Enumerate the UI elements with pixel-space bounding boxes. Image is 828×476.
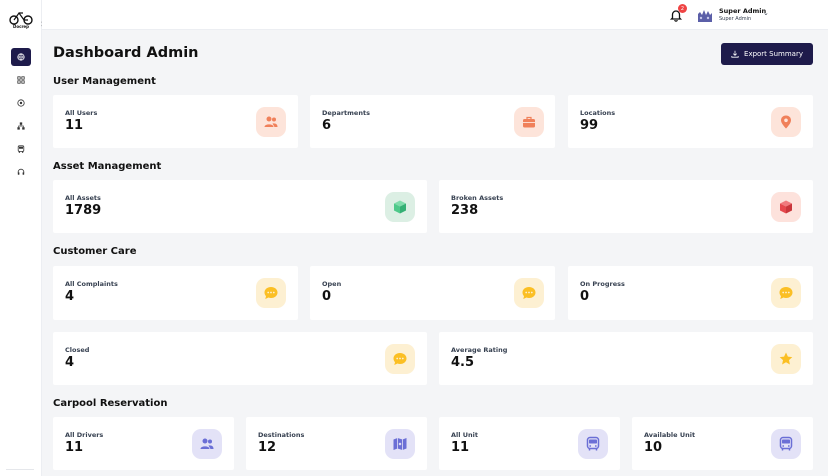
bell-icon[interactable]: [669, 8, 683, 22]
card-value: 99: [580, 118, 599, 133]
card-value: 4: [65, 289, 75, 304]
logo-icon: [9, 11, 33, 25]
card-label: All Drivers: [65, 431, 104, 439]
card-value: 11: [65, 118, 84, 133]
section-title-user-management: User Management: [53, 76, 156, 87]
page-title: Dashboard Admin: [53, 45, 199, 61]
stat-card-broken-assets[interactable]: Broken Assets 238: [439, 180, 813, 233]
users-icon: [256, 107, 286, 137]
nav-grid[interactable]: [11, 71, 31, 89]
export-summary-label: Export Summary: [744, 50, 803, 58]
card-label: All Assets: [65, 194, 101, 202]
nav-target[interactable]: [11, 94, 31, 112]
card-value: 10: [644, 440, 663, 455]
card-label: On Progress: [580, 280, 625, 288]
chat-icon: [385, 344, 415, 374]
stat-card-closed[interactable]: Closed 4: [53, 332, 427, 385]
bus-icon: [578, 429, 608, 459]
nav-support[interactable]: [11, 163, 31, 181]
stat-card-on-progress[interactable]: On Progress 0: [568, 266, 813, 320]
card-value: 11: [65, 440, 84, 455]
cube-icon: [771, 192, 801, 222]
card-label: Locations: [580, 109, 616, 117]
stat-card-all-assets[interactable]: All Assets 1789: [53, 180, 427, 233]
stat-card-all-unit[interactable]: All Unit 11: [439, 417, 620, 470]
avatar[interactable]: [697, 7, 713, 23]
section-title-carpool: Carpool Reservation: [53, 398, 168, 409]
stat-card-average-rating[interactable]: Average Rating 4.5: [439, 332, 813, 385]
notification-badge: 2: [678, 4, 687, 13]
card-label: Average Rating: [451, 346, 508, 354]
card-value: 12: [258, 440, 277, 455]
stat-card-open[interactable]: Open 0: [310, 266, 555, 320]
card-label: Available Unit: [644, 431, 696, 439]
download-icon: [731, 50, 739, 58]
stat-card-all-complaints[interactable]: All Complaints 4: [53, 266, 298, 320]
user-name[interactable]: Super Admin: [719, 7, 767, 15]
card-value: 6: [322, 118, 332, 133]
sidebar-divider: [6, 469, 34, 470]
hierarchy-icon: [17, 122, 25, 130]
cube-icon: [385, 192, 415, 222]
card-value: 11: [451, 440, 470, 455]
card-label: Broken Assets: [451, 194, 504, 202]
stat-card-all-drivers[interactable]: All Drivers 11: [53, 417, 234, 470]
card-value: 4: [65, 355, 75, 370]
stat-card-destinations[interactable]: Destinations 12: [246, 417, 427, 470]
headset-icon: [17, 168, 25, 175]
map-icon: [385, 429, 415, 459]
user-role: Super Admin: [719, 16, 752, 22]
logo-text: Docrep: [13, 24, 29, 29]
card-value: 0: [322, 289, 332, 304]
stat-card-locations[interactable]: Locations 99: [568, 95, 813, 148]
stat-card-all-users[interactable]: All Users 11: [53, 95, 298, 148]
section-title-asset-management: Asset Management: [53, 161, 162, 172]
card-label: Open: [322, 280, 342, 288]
card-label: Closed: [65, 346, 90, 354]
location-pin-icon: [771, 107, 801, 137]
nav-dashboard[interactable]: [11, 48, 31, 66]
chat-icon: [771, 278, 801, 308]
star-icon: [771, 344, 801, 374]
briefcase-icon: [514, 107, 544, 137]
card-label: Destinations: [258, 431, 305, 439]
nav-org[interactable]: [11, 117, 31, 135]
section-title-customer-care: Customer Care: [53, 246, 137, 257]
globe-icon: [17, 53, 25, 61]
chat-icon: [514, 278, 544, 308]
target-icon: [17, 99, 25, 107]
bus-icon: [17, 145, 25, 153]
users-icon: [192, 429, 222, 459]
card-label: All Unit: [451, 431, 478, 439]
card-value: 238: [451, 203, 479, 218]
grid-icon: [17, 76, 25, 84]
sidebar-nav: [0, 48, 42, 186]
card-value: 1789: [65, 203, 102, 218]
sidebar: Docrep: [0, 0, 42, 476]
stat-card-departments[interactable]: Departments 6: [310, 95, 555, 148]
nav-carpool[interactable]: [11, 140, 31, 158]
export-summary-button[interactable]: Export Summary: [721, 43, 813, 65]
bus-icon: [771, 429, 801, 459]
card-value: 0: [580, 289, 590, 304]
card-label: Departments: [322, 109, 370, 117]
card-value: 4.5: [451, 355, 475, 370]
card-label: All Users: [65, 109, 98, 117]
stat-card-available-unit[interactable]: Available Unit 10: [632, 417, 813, 470]
chevron-down-icon[interactable]: ⌄: [763, 9, 769, 17]
card-label: All Complaints: [65, 280, 118, 288]
chat-icon: [256, 278, 286, 308]
